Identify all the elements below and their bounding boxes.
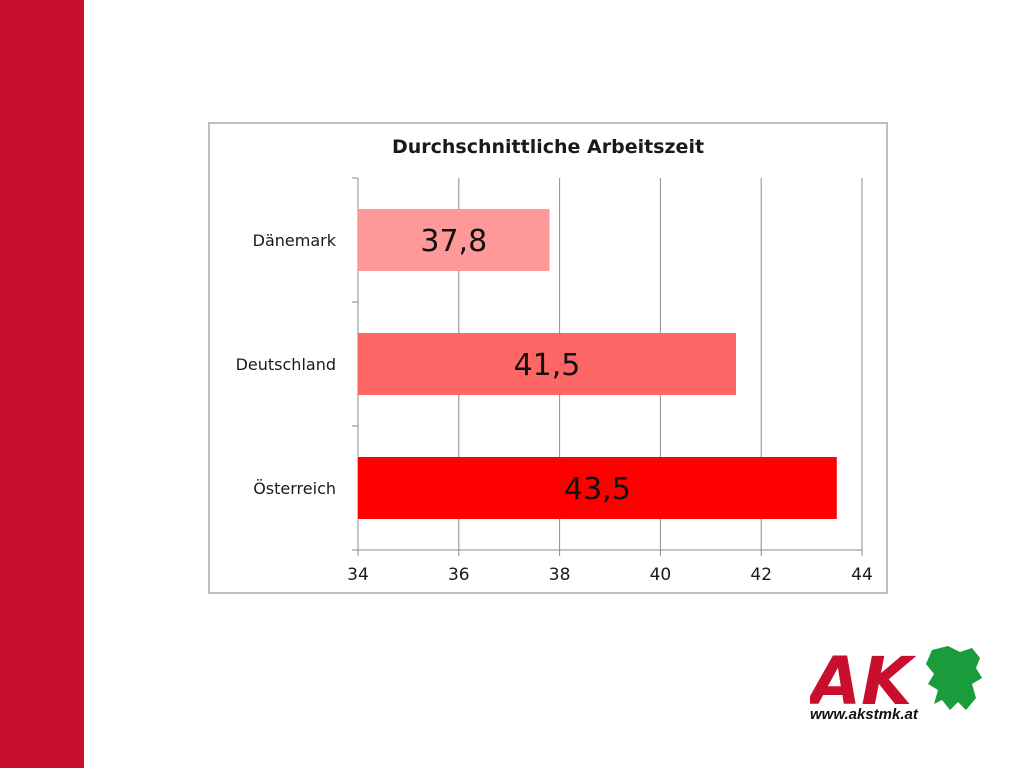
bar (358, 457, 837, 519)
ak-logo-letters: AK (810, 644, 917, 714)
data-label: 37,8 (420, 224, 487, 259)
x-tick-label: 40 (650, 565, 672, 585)
x-tick-label: 44 (851, 565, 873, 585)
logo-url: www.akstmk.at (810, 706, 918, 723)
ak-logo: AK www.akstmk.at (805, 643, 990, 730)
data-label: 43,5 (564, 472, 631, 507)
bar-chart: 34 36 38 40 42 44 37,8 Dänemark 41,5 Deutschland 4… (236, 177, 873, 585)
category-label: Dänemark (253, 231, 337, 250)
chart-frame: Durchschnittliche Arbeitszeit 34 36 38 40 42… (208, 122, 888, 594)
panther-icon (926, 646, 982, 710)
bar (358, 333, 736, 395)
data-label: 41,5 (514, 348, 581, 383)
x-tick-label: 42 (750, 565, 772, 585)
bar (358, 209, 550, 271)
x-tick-label: 34 (347, 565, 369, 585)
side-accent-bar (0, 0, 84, 768)
x-tick-label: 38 (549, 565, 571, 585)
category-label: Deutschland (236, 355, 336, 374)
ak-logo-graphic: AK (805, 643, 982, 720)
chart-title: Durchschnittliche Arbeitszeit (391, 136, 705, 158)
x-tick-label: 36 (448, 565, 470, 585)
category-label: Österreich (253, 479, 336, 498)
